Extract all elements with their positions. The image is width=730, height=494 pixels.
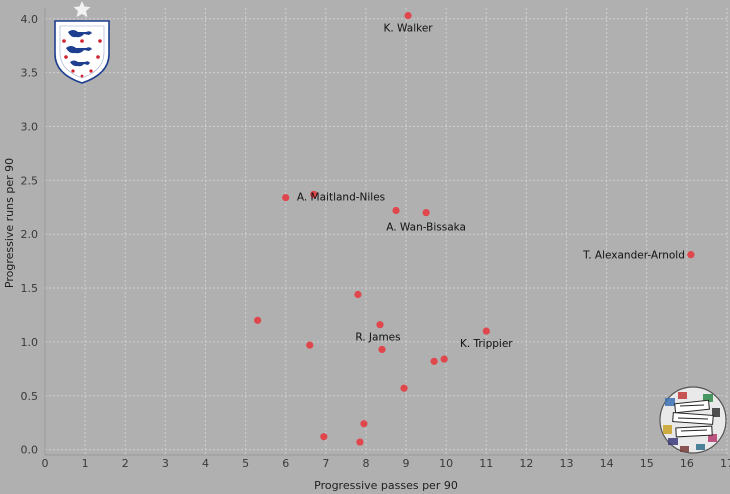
scatter-point (310, 190, 318, 198)
y-tick-label: 4.0 (21, 13, 39, 26)
scatter-point (482, 327, 490, 335)
scatter-point (400, 384, 408, 392)
scatter-point (360, 420, 368, 428)
y-tick-label: 2.5 (21, 174, 39, 187)
scatter-point (422, 209, 430, 217)
x-tick-label: 17 (720, 457, 730, 470)
x-tick-label: 2 (122, 457, 129, 470)
x-tick-label: 0 (42, 457, 49, 470)
x-tick-label: 14 (600, 457, 614, 470)
scatter-point (356, 438, 364, 446)
point-label: K. Walker (384, 23, 434, 35)
y-tick-label: 3.5 (21, 67, 39, 80)
scatter-point (378, 345, 386, 354)
x-tick-label: 12 (519, 457, 533, 470)
y-tick-label: 0.0 (21, 444, 39, 457)
x-tick-label: 10 (439, 457, 453, 470)
x-tick-label: 5 (242, 457, 249, 470)
x-tick-label: 15 (640, 457, 654, 470)
total-football-analysis-logo (659, 386, 727, 454)
x-tick-label: 13 (560, 457, 574, 470)
scatter-point (354, 290, 362, 299)
x-tick-labels: 01234567891011121314151617 (42, 457, 730, 470)
x-tick-label: 16 (680, 457, 694, 470)
x-tick-label: 1 (82, 457, 89, 470)
scatter-point (282, 193, 290, 202)
x-tick-label: 11 (479, 457, 493, 470)
scatter-point (687, 251, 695, 259)
x-tick-label: 9 (403, 457, 410, 470)
england-crest-icon (54, 1, 110, 84)
y-tick-labels: 0.0 0.5 1.0 1.5 2.0 2.5 3.0 3.5 4.0 (21, 13, 39, 457)
scatter-point (430, 357, 438, 365)
y-tick-label: 0.5 (21, 390, 39, 403)
y-tick-label: 1.0 (21, 336, 39, 349)
x-tick-label: 4 (202, 457, 209, 470)
point-label: A. Maitland-Niles (297, 191, 385, 203)
scatter-point (440, 355, 448, 363)
scatter-point (404, 11, 412, 20)
point-label: A. Wan-Bissaka (386, 222, 466, 234)
x-tick-label: 7 (322, 457, 329, 470)
x-tick-label: 3 (162, 457, 169, 470)
point-labels: K. Walker A. Maitland-Niles A. Wan-Bissaka… (297, 23, 685, 351)
y-tick-label: 2.0 (21, 228, 39, 241)
x-tick-label: 8 (362, 457, 369, 470)
x-grid (44, 8, 728, 455)
point-label: K. Trippier (460, 338, 513, 350)
scatter-point (306, 341, 314, 349)
point-label: T. Alexander-Arnold (582, 250, 685, 262)
y-axis-title: Progressive runs per 90 (3, 158, 16, 288)
data-points (254, 11, 695, 446)
y-tick-label: 3.0 (21, 120, 39, 133)
scatter-point (254, 316, 262, 324)
scatter-point (376, 321, 384, 329)
x-axis-title: Progressive passes per 90 (314, 479, 458, 492)
scatter-point (320, 433, 328, 441)
scatter-point (392, 206, 400, 215)
x-tick-label: 6 (282, 457, 289, 470)
point-label: R. James (355, 331, 400, 343)
y-grid (45, 18, 727, 451)
y-tick-label: 1.5 (21, 282, 39, 295)
axes (44, 8, 727, 456)
